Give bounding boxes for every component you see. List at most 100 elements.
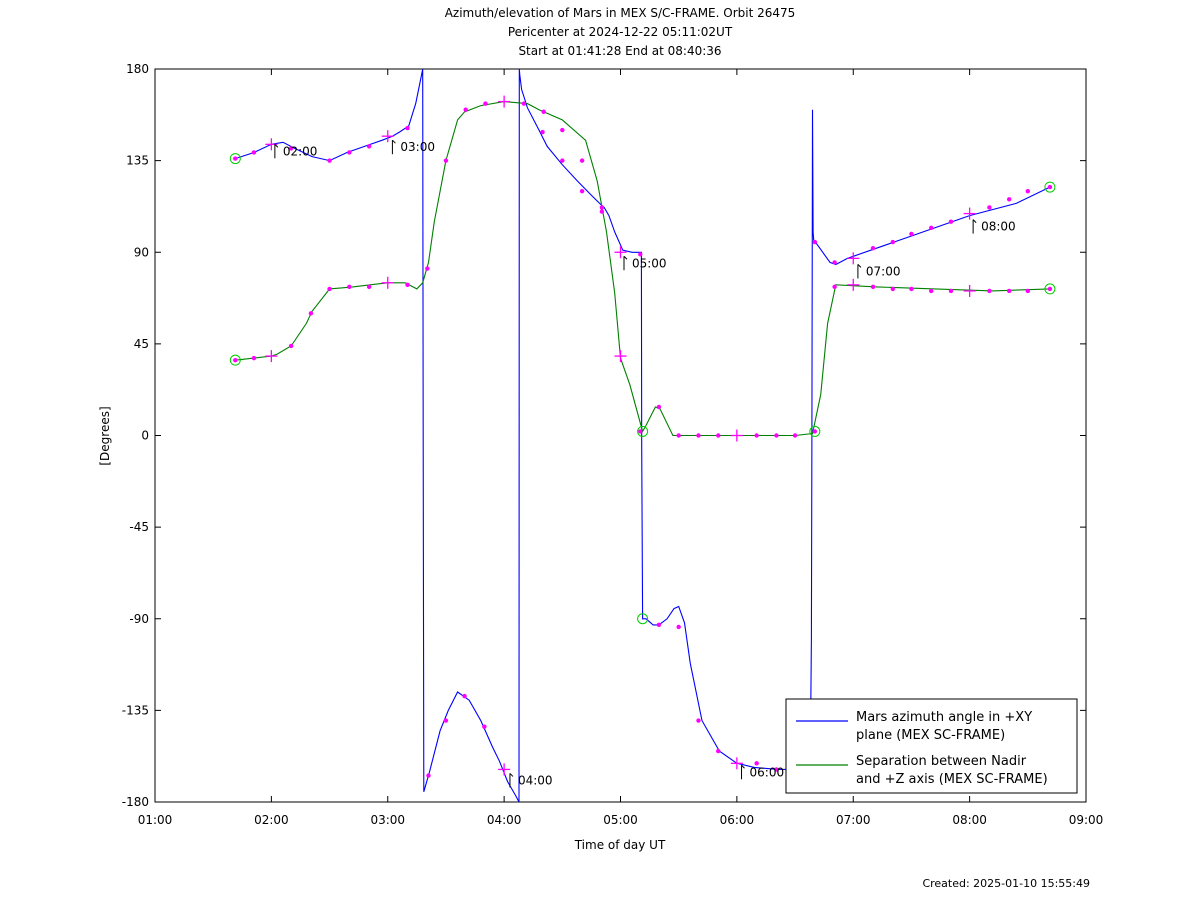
title-line-1: Azimuth/elevation of Mars in MEX S/C-FRA… — [445, 6, 796, 20]
blue-point-7 — [426, 773, 431, 778]
time-annotation-2: 04:00 — [509, 773, 553, 788]
blue-point-28 — [948, 219, 954, 224]
blue-point-10 — [482, 724, 487, 729]
green-point-33 — [1006, 288, 1012, 294]
y-tick-label-2: 90 — [134, 245, 149, 259]
x-tick-label-3: 04:00 — [487, 813, 522, 827]
blue-point-20 — [754, 761, 759, 766]
green-point-9 — [443, 158, 449, 163]
blue-point-21 — [774, 767, 779, 772]
blue-point-18 — [696, 718, 701, 723]
green-point-24 — [792, 433, 798, 438]
blue-point-1 — [251, 150, 257, 155]
legend-label-0-1: plane (MEX SC-FRAME) — [856, 728, 1005, 743]
created-timestamp: Created: 2025-01-10 15:55:49 — [922, 877, 1090, 890]
green-hour-mark-3 — [614, 350, 627, 363]
blue-point-23 — [832, 260, 837, 265]
x-tick-label-0: 01:00 — [138, 813, 173, 827]
x-tick-label-8: 09:00 — [1069, 813, 1104, 827]
blue-point-0 — [233, 156, 238, 161]
blue-point-4 — [347, 150, 352, 155]
blue-point-19 — [716, 748, 721, 754]
blue-hour-mark-1 — [381, 130, 394, 143]
green-point-8 — [425, 266, 430, 271]
green-point-1 — [251, 355, 257, 361]
blue-point-2 — [288, 146, 294, 151]
blue-hour-mark-2 — [498, 763, 511, 776]
green-point-14 — [560, 127, 565, 133]
chart-title: Azimuth/elevation of Mars in MEX S/C-FRA… — [445, 6, 796, 58]
blue-point-12 — [560, 158, 565, 163]
x-tick-label-1: 02:00 — [254, 813, 289, 827]
y-tick-label-1: 135 — [126, 154, 149, 168]
green-point-10 — [463, 107, 468, 112]
y-tick-label-0: 180 — [126, 62, 149, 76]
x-tick-label-4: 05:00 — [603, 813, 638, 827]
green-endpoint-1 — [637, 425, 649, 437]
green-point-6 — [366, 284, 372, 290]
green-endpoint-0 — [229, 354, 241, 366]
time-annotation-label-1: 03:00 — [400, 140, 435, 154]
green-point-11 — [483, 101, 488, 106]
y-tick-label-4: 0 — [141, 429, 149, 443]
green-point-13 — [541, 109, 546, 114]
time-annotation-1: 03:00 — [391, 139, 435, 155]
title-line-2: Pericenter at 2024-12-22 05:11:02UT — [508, 25, 733, 39]
y-tick-label-5: -45 — [129, 520, 149, 534]
time-annotation-label-5: 07:00 — [866, 264, 901, 278]
blue-point-25 — [890, 239, 896, 245]
blue-point-16 — [656, 622, 662, 628]
blue-point-14 — [599, 205, 605, 210]
blue-point-8 — [443, 718, 449, 723]
blue-point-26 — [909, 231, 914, 237]
legend-box — [785, 698, 1078, 794]
green-endpoint-3 — [1044, 283, 1056, 295]
green-hour-mark-6 — [963, 284, 976, 297]
plot-frame — [154, 68, 1087, 803]
series-layer — [235, 69, 1051, 802]
legend: Mars azimuth angle in +XY plane (MEX SC-F… — [785, 698, 1078, 794]
legend-label-1-1: and +Z axis (MEX SC-FRAME) — [856, 772, 1048, 787]
green-point-2 — [288, 343, 294, 349]
green-point-5 — [347, 284, 352, 290]
green-point-17 — [638, 429, 643, 434]
x-axis-label: Time of day UT — [574, 838, 666, 852]
green-point-23 — [774, 433, 779, 438]
blue-point-9 — [462, 693, 467, 699]
green-point-35 — [1047, 286, 1053, 292]
blue-point-32 — [1047, 184, 1053, 190]
green-point-18 — [656, 404, 662, 410]
blue-hour-mark-3 — [614, 246, 627, 259]
time-annotations: 02:00 03:00 04:00 05:00 06:00 07:00 08:00 — [274, 139, 1016, 788]
blue-hour-mark-6 — [963, 207, 976, 220]
axes: 01:00 02:00 03:00 04:00 05:00 06:00 07:00 08:00… — [122, 62, 1104, 827]
blue-point-3 — [327, 158, 332, 163]
blue-point-22 — [812, 239, 818, 245]
green-point-32 — [987, 288, 992, 294]
green-point-19 — [676, 433, 681, 438]
series-line-0 — [235, 69, 1051, 802]
green-hour-mark-0 — [265, 350, 278, 363]
x-tick-label-2: 03:00 — [370, 813, 405, 827]
blue-hour-mark-4 — [730, 757, 743, 770]
green-point-26 — [832, 284, 837, 290]
blue-hour-mark-5 — [847, 252, 860, 265]
green-point-29 — [909, 286, 914, 292]
green-point-20 — [696, 433, 701, 438]
green-point-16 — [599, 209, 605, 214]
green-point-0 — [233, 357, 238, 363]
green-hour-mark-4 — [730, 429, 743, 442]
green-hour-mark-2 — [498, 95, 511, 108]
blue-point-31 — [1025, 188, 1031, 194]
time-annotation-4: 06:00 — [741, 764, 784, 780]
blue-point-24 — [870, 245, 876, 251]
time-annotation-label-3: 05:00 — [632, 256, 667, 270]
y-tick-label-7: -135 — [122, 703, 149, 717]
blue-point-15 — [638, 252, 643, 257]
y-tick-label-6: -90 — [129, 612, 149, 626]
time-annotation-0: 02:00 — [274, 143, 317, 159]
time-annotation-6: 08:00 — [972, 219, 1016, 234]
green-point-34 — [1025, 288, 1031, 294]
y-axis-label: [Degrees] — [98, 406, 112, 465]
